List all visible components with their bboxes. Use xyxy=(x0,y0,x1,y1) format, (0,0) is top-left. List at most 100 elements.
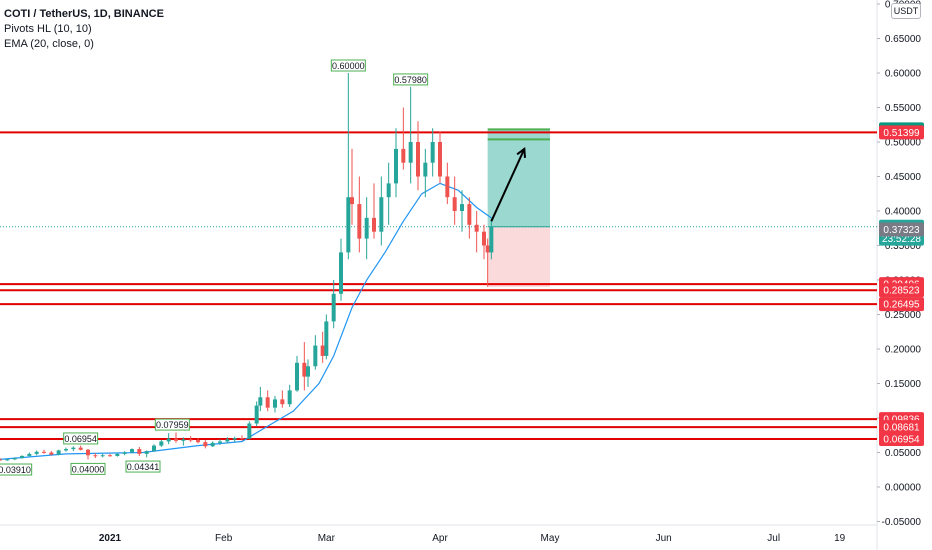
candle xyxy=(240,435,244,441)
candle-body xyxy=(144,451,149,454)
candle-body xyxy=(394,148,398,184)
pivot-label-box xyxy=(125,460,161,473)
price-tags-layer: 0.518230.513990.3771423:52:280.373230.29… xyxy=(879,122,924,447)
pivot-label-box xyxy=(70,462,106,475)
candle-body xyxy=(324,321,329,356)
pivot-label-box xyxy=(330,59,366,72)
x-tick-label: May xyxy=(541,533,560,544)
candle-body xyxy=(408,142,413,163)
y-tick-label: 0.40000 xyxy=(885,207,922,218)
candle-body xyxy=(372,217,376,232)
candle xyxy=(324,314,329,360)
price-tag: 0.06954 xyxy=(879,432,924,447)
x-tick-label: 19 xyxy=(834,533,846,544)
candle-body xyxy=(232,438,237,440)
y-tick-label: -0.05000 xyxy=(882,517,922,528)
pivot-label-text: 0.07959 xyxy=(156,420,189,430)
y-tick-label: 0.20000 xyxy=(885,345,922,356)
candle-body xyxy=(339,252,343,294)
candle-body xyxy=(482,231,486,246)
candle xyxy=(108,453,112,457)
pivot-label-box xyxy=(0,463,33,476)
candle-body xyxy=(71,447,76,450)
candle xyxy=(100,453,105,458)
candle-body xyxy=(130,449,134,453)
price-tag: 0.08681 xyxy=(879,420,924,435)
candle-body xyxy=(445,176,450,198)
candle xyxy=(302,342,307,391)
y-tick-label: 0.35000 xyxy=(885,241,922,252)
price-tag: 0.37323 xyxy=(879,222,924,237)
candle-body xyxy=(302,362,307,377)
pivot-label: 0.03910 xyxy=(0,463,33,476)
candle xyxy=(438,131,442,184)
price-tag-box xyxy=(879,283,924,298)
pivot-label-text: 0.03910 xyxy=(0,465,31,475)
candle xyxy=(474,211,479,253)
candle xyxy=(115,452,120,457)
pivot-label-box xyxy=(154,418,190,431)
candle xyxy=(320,331,325,363)
pivot-label-box xyxy=(393,73,429,86)
candle-body xyxy=(485,245,490,253)
candle xyxy=(122,451,127,456)
projection-arrow-line xyxy=(490,148,526,222)
price-tag-label: 0.06954 xyxy=(883,435,920,446)
candle xyxy=(20,455,24,459)
candle-body xyxy=(386,183,391,198)
currency-selector[interactable]: USDT xyxy=(891,3,921,19)
candle xyxy=(130,448,134,454)
x-tick-label: 2021 xyxy=(99,533,122,544)
candle xyxy=(306,359,310,387)
candle xyxy=(416,121,420,191)
y-tick: 0.00000 xyxy=(877,483,921,494)
candle-body xyxy=(416,142,420,177)
symbol-title: COTI / TetherUS, 1D, BINANCE xyxy=(4,8,164,20)
candle xyxy=(445,162,450,205)
candle-body xyxy=(379,197,384,232)
y-tick-label: 0.00000 xyxy=(885,483,922,494)
candle xyxy=(467,197,472,239)
candle-body xyxy=(27,453,32,456)
candle xyxy=(265,390,270,412)
pivot-label-text: 0.04341 xyxy=(127,462,160,472)
pivot-label-text: 0.06954 xyxy=(64,434,97,444)
candle xyxy=(152,444,156,452)
indicator-pivots-label: Pivots HL (10, 10) xyxy=(4,23,92,35)
stop-zone xyxy=(487,226,550,287)
candle-body xyxy=(240,438,244,440)
candle-body xyxy=(287,390,292,405)
indicator-ema-label: EMA (20, close, 0) xyxy=(4,38,94,50)
x-tick-label: Feb xyxy=(215,533,233,544)
candle-body xyxy=(137,449,142,454)
y-tick-label: 0.25000 xyxy=(885,310,922,321)
candle xyxy=(287,384,292,407)
candle-body xyxy=(295,362,299,391)
candle-body xyxy=(423,162,428,177)
candle xyxy=(258,386,263,412)
candle-body xyxy=(438,142,442,177)
candle xyxy=(295,355,299,392)
price-tag-label: 0.26495 xyxy=(883,300,920,311)
candle xyxy=(12,457,17,461)
x-tick-label: Apr xyxy=(432,533,448,544)
candle-body xyxy=(452,197,457,211)
candle xyxy=(27,452,32,457)
candle-body xyxy=(258,397,263,406)
candle-body xyxy=(467,204,472,225)
candle xyxy=(313,335,318,370)
candle xyxy=(86,449,90,460)
candle-body xyxy=(174,438,178,441)
price-tag-box xyxy=(879,297,924,312)
candle-body xyxy=(313,345,318,367)
candle-body xyxy=(364,217,369,239)
candle-body xyxy=(152,445,156,452)
candle xyxy=(489,217,494,260)
candle xyxy=(203,440,208,449)
chart-legend: COTI / TetherUS, 1D, BINANCE Pivots HL (… xyxy=(4,7,164,52)
pivot-label-text: 0.04000 xyxy=(72,464,105,474)
candle xyxy=(485,238,490,287)
candle-body xyxy=(460,204,464,211)
candle-body xyxy=(34,451,39,454)
